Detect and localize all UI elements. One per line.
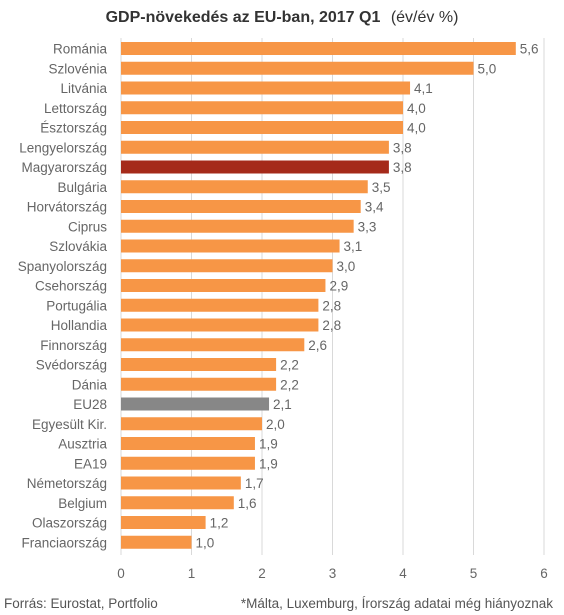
x-tick-label-3: 3: [329, 566, 337, 581]
value-label-egyesult-kir: 2,0: [266, 417, 285, 432]
category-label-bulgaria: Bulgária: [57, 180, 107, 195]
value-label-dania: 2,2: [280, 377, 299, 392]
chart-title: GDP-növekedés az EU-ban, 2017 Q1 (év/év …: [106, 9, 459, 26]
category-label-szlovakia: Szlovákia: [49, 239, 107, 254]
bars: [121, 42, 516, 549]
source-note: Forrás: Eurostat, Portfolio: [4, 596, 158, 611]
value-labels: 5,65,04,14,04,03,83,83,53,43,33,13,02,92…: [196, 42, 539, 551]
category-label-svedorszag: Svédország: [36, 358, 107, 373]
value-label-csehorszag: 2,9: [329, 279, 348, 294]
value-label-olaszorszag: 1,2: [210, 516, 229, 531]
category-label-csehorszag: Csehország: [35, 279, 107, 294]
value-label-romania: 5,6: [520, 42, 539, 57]
category-label-ausztria: Ausztria: [58, 437, 107, 452]
bar-horvatorszag: [121, 200, 361, 213]
bar-magyarorszag: [121, 160, 389, 174]
value-label-ciprus: 3,3: [358, 219, 377, 234]
category-label-lengyelorszag: Lengyelország: [19, 140, 107, 155]
category-label-finnorszag: Finnország: [40, 338, 107, 353]
bar-franciaorszag: [121, 535, 192, 549]
category-label-eu28: EU28: [73, 397, 107, 412]
value-label-lengyelorszag: 3,8: [393, 140, 412, 155]
category-label-ea19: EA19: [74, 456, 107, 471]
value-label-ea19: 1,9: [259, 456, 278, 471]
bar-csehorszag: [121, 279, 326, 292]
bar-svedorszag: [121, 358, 277, 371]
bar-ciprus: [121, 219, 354, 233]
value-label-litvania: 4,1: [414, 81, 433, 96]
bar-spanyolorszag: [121, 259, 333, 273]
value-label-bulgaria: 3,5: [372, 180, 391, 195]
bar-ausztria: [121, 437, 255, 450]
bar-portugalia: [121, 298, 319, 312]
value-label-svedorszag: 2,2: [280, 358, 299, 373]
bar-szlovenia: [121, 61, 474, 75]
chart-title-subtitle: (év/év %): [391, 9, 459, 26]
category-label-dania: Dánia: [72, 377, 108, 392]
value-label-portugalia: 2,8: [322, 298, 341, 313]
category-label-litvania: Litvánia: [60, 81, 107, 96]
value-label-horvatorszag: 3,4: [365, 200, 384, 215]
x-tick-label-0: 0: [117, 566, 125, 581]
bar-egyesult-kir: [121, 417, 262, 431]
value-label-belgium: 1,6: [238, 496, 257, 511]
svg-text:GDP-növekedés az EU-ban, 2017: GDP-növekedés az EU-ban, 2017 Q1 (év/év …: [106, 9, 459, 26]
value-label-nemetorszag: 1,7: [245, 476, 264, 491]
category-label-franciaorszag: Franciaország: [21, 535, 107, 550]
bar-szlovakia: [121, 239, 340, 253]
category-label-magyarorszag: Magyarország: [21, 160, 107, 175]
value-label-magyarorszag: 3,8: [393, 160, 412, 175]
bar-hollandia: [121, 318, 319, 332]
bar-lettorszag: [121, 101, 403, 115]
bar-belgium: [121, 496, 234, 510]
category-label-portugalia: Portugália: [46, 298, 107, 313]
value-label-ausztria: 1,9: [259, 437, 278, 452]
x-tick-label-5: 5: [470, 566, 478, 581]
category-label-spanyolorszag: Spanyolország: [18, 259, 107, 274]
bar-olaszorszag: [121, 516, 206, 529]
value-label-szlovakia: 3,1: [344, 239, 363, 254]
bar-litvania: [121, 81, 411, 95]
bar-eu28: [121, 397, 270, 411]
missing-data-note: *Málta, Luxemburg, Írország adatai még h…: [241, 596, 553, 611]
bar-finnorszag: [121, 338, 305, 352]
chart-title-main: GDP-növekedés az EU-ban, 2017 Q1: [106, 9, 381, 26]
value-label-finnorszag: 2,6: [308, 338, 327, 353]
x-tick-label-4: 4: [399, 566, 407, 581]
value-label-szlovenia: 5,0: [478, 61, 497, 76]
x-tick-label-6: 6: [540, 566, 548, 581]
value-label-spanyolorszag: 3,0: [337, 259, 356, 274]
bar-bulgaria: [121, 180, 368, 194]
category-label-hollandia: Hollandia: [51, 318, 108, 333]
value-label-hollandia: 2,8: [322, 318, 341, 333]
x-axis-ticks: 0 1 2 3 4 5 6: [117, 566, 548, 581]
category-label-nemetorszag: Németország: [27, 476, 107, 491]
category-label-horvatorszag: Horvátország: [27, 200, 107, 215]
category-label-lettorszag: Lettország: [44, 101, 107, 116]
category-label-olaszorszag: Olaszország: [32, 516, 107, 531]
value-label-franciaorszag: 1,0: [196, 535, 215, 550]
bar-lengyelorszag: [121, 140, 389, 154]
bar-dania: [121, 377, 277, 391]
value-label-eu28: 2,1: [273, 397, 292, 412]
bar-romania: [121, 42, 516, 55]
x-tick-label-2: 2: [258, 566, 266, 581]
category-label-belgium: Belgium: [58, 496, 107, 511]
bar-esztorszag: [121, 121, 403, 134]
value-label-esztorszag: 4,0: [407, 121, 426, 136]
category-label-egyesult-kir: Egyesült Kir.: [32, 417, 107, 432]
category-labels: Románia Szlovénia Litvánia Lettország Észtor…: [18, 42, 108, 551]
category-label-romania: Románia: [53, 42, 108, 57]
bar-ea19: [121, 456, 255, 470]
value-label-lettorszag: 4,0: [407, 101, 426, 116]
category-label-szlovenia: Szlovénia: [48, 61, 107, 76]
x-tick-label-1: 1: [188, 566, 196, 581]
bar-nemetorszag: [121, 476, 241, 490]
category-label-esztorszag: Észtország: [40, 121, 107, 136]
category-label-ciprus: Ciprus: [68, 219, 107, 234]
